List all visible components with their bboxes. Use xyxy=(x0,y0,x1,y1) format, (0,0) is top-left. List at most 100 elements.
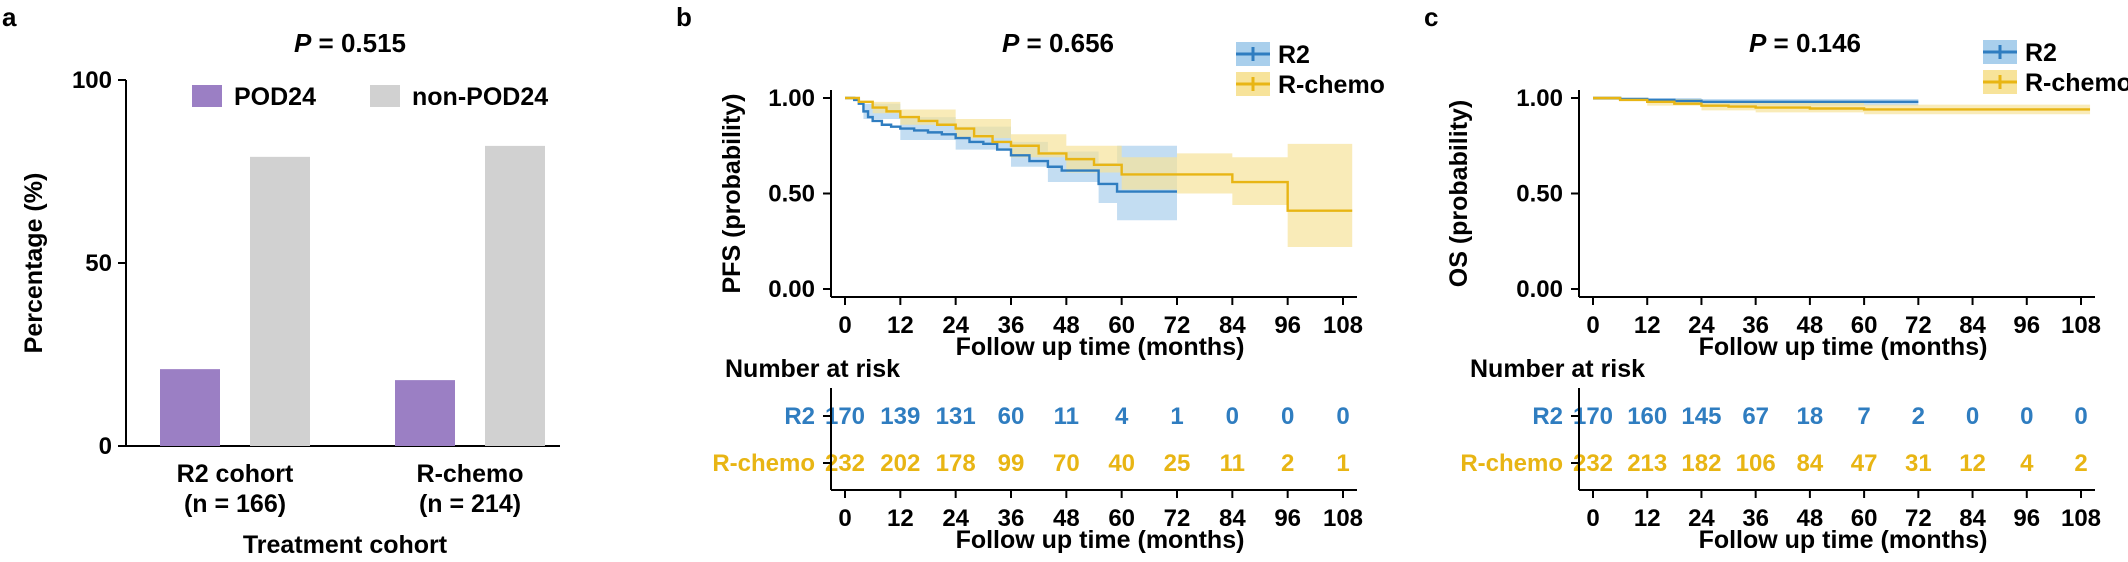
x-tick-label-c: 48 xyxy=(1797,312,1824,339)
x-tick-label-b: 72 xyxy=(1164,312,1191,339)
x-axis-label-a: Treatment cohort xyxy=(243,531,448,559)
x-tick-label-c: 0 xyxy=(1586,312,1599,339)
x-axis-label-c: Follow up time (months) xyxy=(1699,333,1988,361)
x-tick-label-b: 84 xyxy=(1219,312,1246,339)
x-tick-label-c: 24 xyxy=(1688,312,1715,339)
risk-value-c: 213 xyxy=(1627,450,1667,477)
x-tick-label-a-n: (n = 166) xyxy=(184,490,286,518)
x-tick-label-c: 108 xyxy=(2061,312,2101,339)
risk-x-tick-label-b: 36 xyxy=(998,505,1025,532)
risk-x-tick-label-b: 24 xyxy=(942,505,969,532)
y-tick-label-c: 0.50 xyxy=(1516,181,1563,208)
risk-value-c: 4 xyxy=(2020,450,2034,477)
risk-value-c: 18 xyxy=(1797,403,1824,430)
risk-row-label-c: R2 xyxy=(1532,403,1563,430)
risk-value-b: 0 xyxy=(1281,403,1294,430)
legend-label-b: R2 xyxy=(1278,41,1310,69)
legend-swatch-a xyxy=(192,85,222,107)
risk-value-c: 0 xyxy=(2020,403,2033,430)
bar-non-pod24 xyxy=(250,156,310,447)
x-tick-label-b: 60 xyxy=(1108,312,1135,339)
risk-value-c: 47 xyxy=(1851,450,1878,477)
risk-value-b: 0 xyxy=(1226,403,1239,430)
x-tick-label-c: 36 xyxy=(1742,312,1769,339)
x-tick-label-a-n: (n = 214) xyxy=(419,490,521,518)
risk-x-tick-label-c: 48 xyxy=(1797,505,1824,532)
panel-label-b: b xyxy=(676,2,692,32)
risk-value-c: 2 xyxy=(1912,403,1925,430)
x-tick-label-a: R2 cohort xyxy=(177,460,294,488)
bar-pod24 xyxy=(395,380,455,446)
km-curve-r-chemo xyxy=(845,96,1353,212)
risk-value-c: 145 xyxy=(1681,403,1721,430)
y-tick-label-c: 0.00 xyxy=(1516,276,1563,303)
risk-x-tick-label-c: 0 xyxy=(1586,505,1599,532)
risk-x-tick-label-b: 60 xyxy=(1108,505,1135,532)
risk-x-tick-label-b: 12 xyxy=(887,505,914,532)
risk-x-tick-label-b: 0 xyxy=(838,505,851,532)
risk-value-b: 0 xyxy=(1336,403,1349,430)
risk-value-c: 106 xyxy=(1736,450,1776,477)
risk-value-b: 40 xyxy=(1108,450,1135,477)
x-tick-label-b: 96 xyxy=(1274,312,1301,339)
x-tick-label-b: 48 xyxy=(1053,312,1080,339)
risk-value-b: 4 xyxy=(1115,403,1129,430)
risk-value-b: 99 xyxy=(998,450,1025,477)
risk-x-tick-label-c: 36 xyxy=(1742,505,1769,532)
legend-label-c: R-chemo xyxy=(2025,69,2128,97)
y-axis-label-c: OS (probability) xyxy=(1445,100,1473,288)
risk-header-b: Number at risk xyxy=(725,355,900,383)
x-tick-label-b: 108 xyxy=(1323,312,1363,339)
x-tick-label-a: R-chemo xyxy=(417,460,524,488)
risk-x-tick-label-b: 84 xyxy=(1219,505,1246,532)
risk-value-c: 0 xyxy=(1966,403,1979,430)
x-axis-label-b: Follow up time (months) xyxy=(956,333,1245,361)
risk-value-b: 60 xyxy=(998,403,1025,430)
risk-row-label-c: R-chemo xyxy=(1460,450,1563,477)
legend-label-a: POD24 xyxy=(234,83,316,111)
risk-value-c: 160 xyxy=(1627,403,1667,430)
bar-pod24 xyxy=(160,369,220,446)
risk-x-tick-label-c: 84 xyxy=(1959,505,1986,532)
risk-value-b: 178 xyxy=(936,450,976,477)
x-tick-label-b: 0 xyxy=(838,312,851,339)
y-tick-label-a: 0 xyxy=(99,433,112,460)
risk-value-b: 11 xyxy=(1220,450,1245,477)
x-tick-label-c: 72 xyxy=(1905,312,1932,339)
legend-label-b: R-chemo xyxy=(1278,71,1385,99)
legend-swatch-a xyxy=(370,85,400,107)
y-axis-label-b: PFS (probability) xyxy=(718,94,746,294)
y-axis-label-a: Percentage (%) xyxy=(20,173,48,354)
x-tick-label-c: 84 xyxy=(1959,312,1986,339)
risk-x-tick-label-c: 12 xyxy=(1634,505,1661,532)
y-tick-label-a: 100 xyxy=(72,67,112,94)
risk-x-tick-label-c: 24 xyxy=(1688,505,1715,532)
x-tick-label-b: 24 xyxy=(942,312,969,339)
risk-x-tick-label-b: 96 xyxy=(1274,505,1301,532)
panel-label-a: a xyxy=(2,2,17,32)
risk-value-b: 202 xyxy=(880,450,920,477)
risk-row-label-b: R2 xyxy=(784,403,815,430)
risk-value-c: 84 xyxy=(1797,450,1824,477)
x-tick-label-c: 60 xyxy=(1851,312,1878,339)
km-curve-r-chemo xyxy=(1593,96,2091,111)
risk-header-c: Number at risk xyxy=(1470,355,1645,383)
risk-row-label-b: R-chemo xyxy=(712,450,815,477)
y-tick-label-b: 0.00 xyxy=(768,276,815,303)
risk-value-c: 31 xyxy=(1905,450,1932,477)
risk-value-b: 25 xyxy=(1164,450,1191,477)
pvalue-a: P = 0.515 xyxy=(294,28,406,58)
risk-x-tick-label-b: 108 xyxy=(1323,505,1363,532)
legend-label-c: R2 xyxy=(2025,39,2057,67)
x-tick-label-c: 12 xyxy=(1634,312,1661,339)
risk-x-tick-label-c: 60 xyxy=(1851,505,1878,532)
risk-value-b: 2 xyxy=(1281,450,1294,477)
x-tick-label-b: 12 xyxy=(887,312,914,339)
panel-label-c: c xyxy=(1424,2,1438,32)
y-tick-label-c: 1.00 xyxy=(1516,85,1563,112)
risk-x-tick-label-b: 72 xyxy=(1164,505,1191,532)
legend-label-a: non-POD24 xyxy=(412,83,548,111)
y-tick-label-a: 50 xyxy=(85,250,112,277)
